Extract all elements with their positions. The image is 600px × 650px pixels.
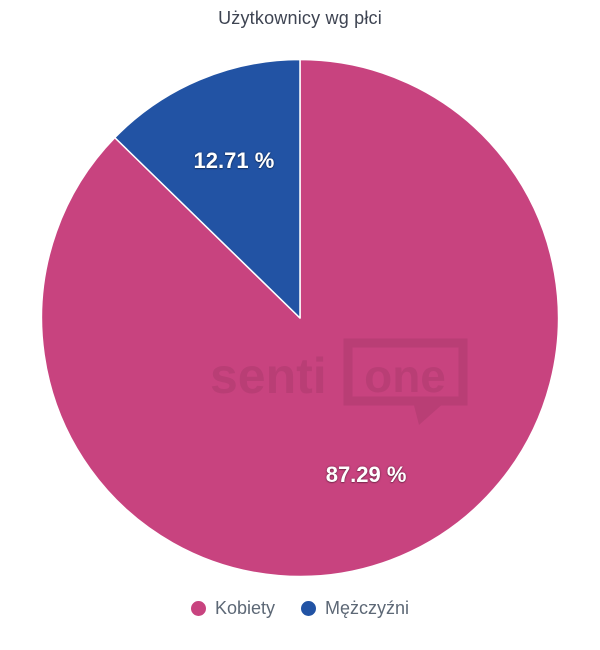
legend-dot-icon: [190, 600, 206, 616]
plot-area: senti one 87.29 %12.71 %: [40, 58, 560, 578]
legend-label: Mężczyźni: [325, 597, 410, 618]
slice-label-kobiety: 87.29 %: [325, 461, 407, 487]
pie-slices: [40, 58, 560, 578]
pie-slice-mężczyźni[interactable]: [114, 58, 301, 319]
legend-label: Kobiety: [214, 597, 276, 618]
legend-dot-icon: [301, 600, 317, 616]
legend: Kobiety Mężczyźni: [0, 595, 600, 621]
legend-item-mężczyźni[interactable]: Mężczyźni: [301, 598, 409, 619]
chart-title: Użytkownicy wg płci: [218, 8, 382, 28]
legend-item-kobiety[interactable]: Kobiety: [190, 597, 276, 619]
slice-label-mężczyźni: 12.71 %: [193, 148, 275, 174]
